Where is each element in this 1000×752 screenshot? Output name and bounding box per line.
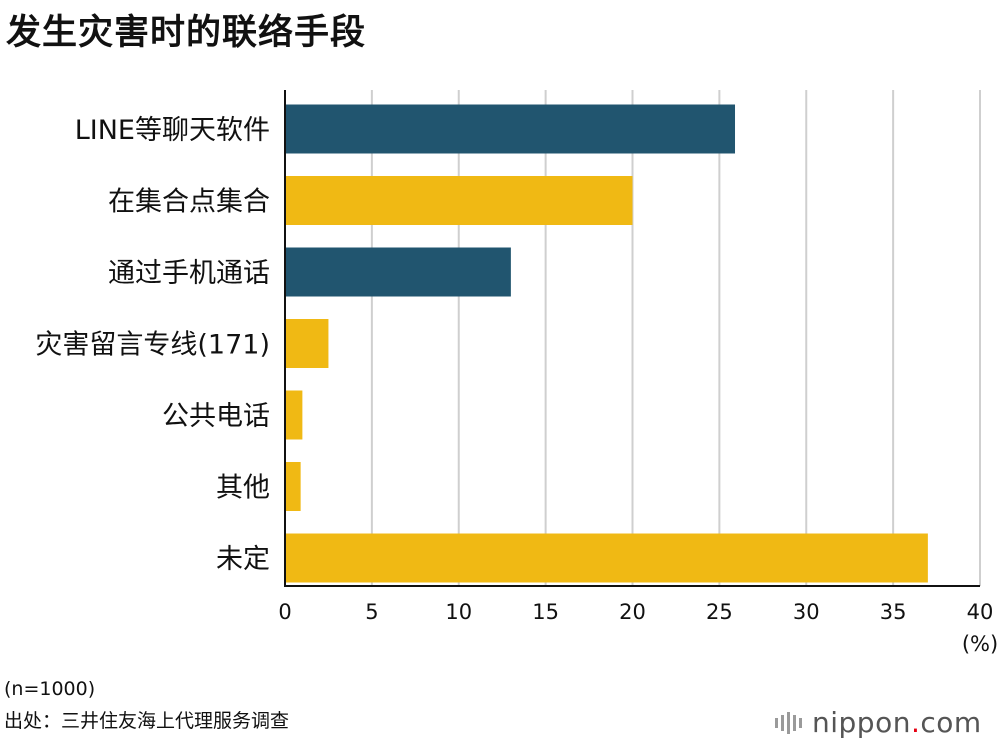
bar: [285, 247, 511, 297]
logo-dot: .: [910, 706, 921, 739]
logo-tail: com: [920, 706, 982, 739]
x-tick-label: 5: [365, 600, 378, 624]
x-tick-label: 20: [619, 600, 646, 624]
x-tick-label: 15: [532, 600, 559, 624]
logo-mark-icon: [775, 711, 802, 734]
category-label: 公共电话: [162, 401, 270, 432]
x-tick-label: 35: [880, 600, 907, 624]
bar: [285, 319, 329, 368]
x-unit-label: (%): [962, 632, 998, 656]
chart-title: 发生灾害时的联络手段: [6, 13, 367, 53]
bar-chart: 0 5 10 15 20 25 30 35 40 (%) LINE等聊天软件在集合点集合通过手机通话…: [35, 90, 998, 656]
nippon-logo: nippon.com: [775, 706, 982, 739]
bar: [285, 533, 928, 583]
x-tick-label: 40: [967, 600, 994, 624]
x-tick-label: 10: [445, 600, 472, 624]
x-tick-label: 0: [278, 600, 291, 624]
category-label: 未定: [216, 544, 270, 575]
bar: [285, 176, 633, 225]
sample-size-note: (n=1000): [4, 678, 96, 700]
source-note: 出处：三井住友海上代理服务调查: [4, 710, 290, 732]
x-tick-label: 30: [793, 600, 820, 624]
bar: [285, 390, 303, 440]
logo-name: nippon: [812, 706, 911, 739]
category-label: 其他: [216, 473, 270, 504]
bar: [285, 104, 736, 154]
category-label: LINE等聊天软件: [75, 115, 270, 146]
bar: [285, 462, 301, 511]
logo-text: nippon.com: [812, 706, 982, 739]
x-tick-label: 25: [706, 600, 733, 624]
category-label: 在集合点集合: [108, 187, 270, 218]
category-label: 灾害留言专线(171): [35, 330, 270, 361]
category-label: 通过手机通话: [108, 258, 270, 289]
